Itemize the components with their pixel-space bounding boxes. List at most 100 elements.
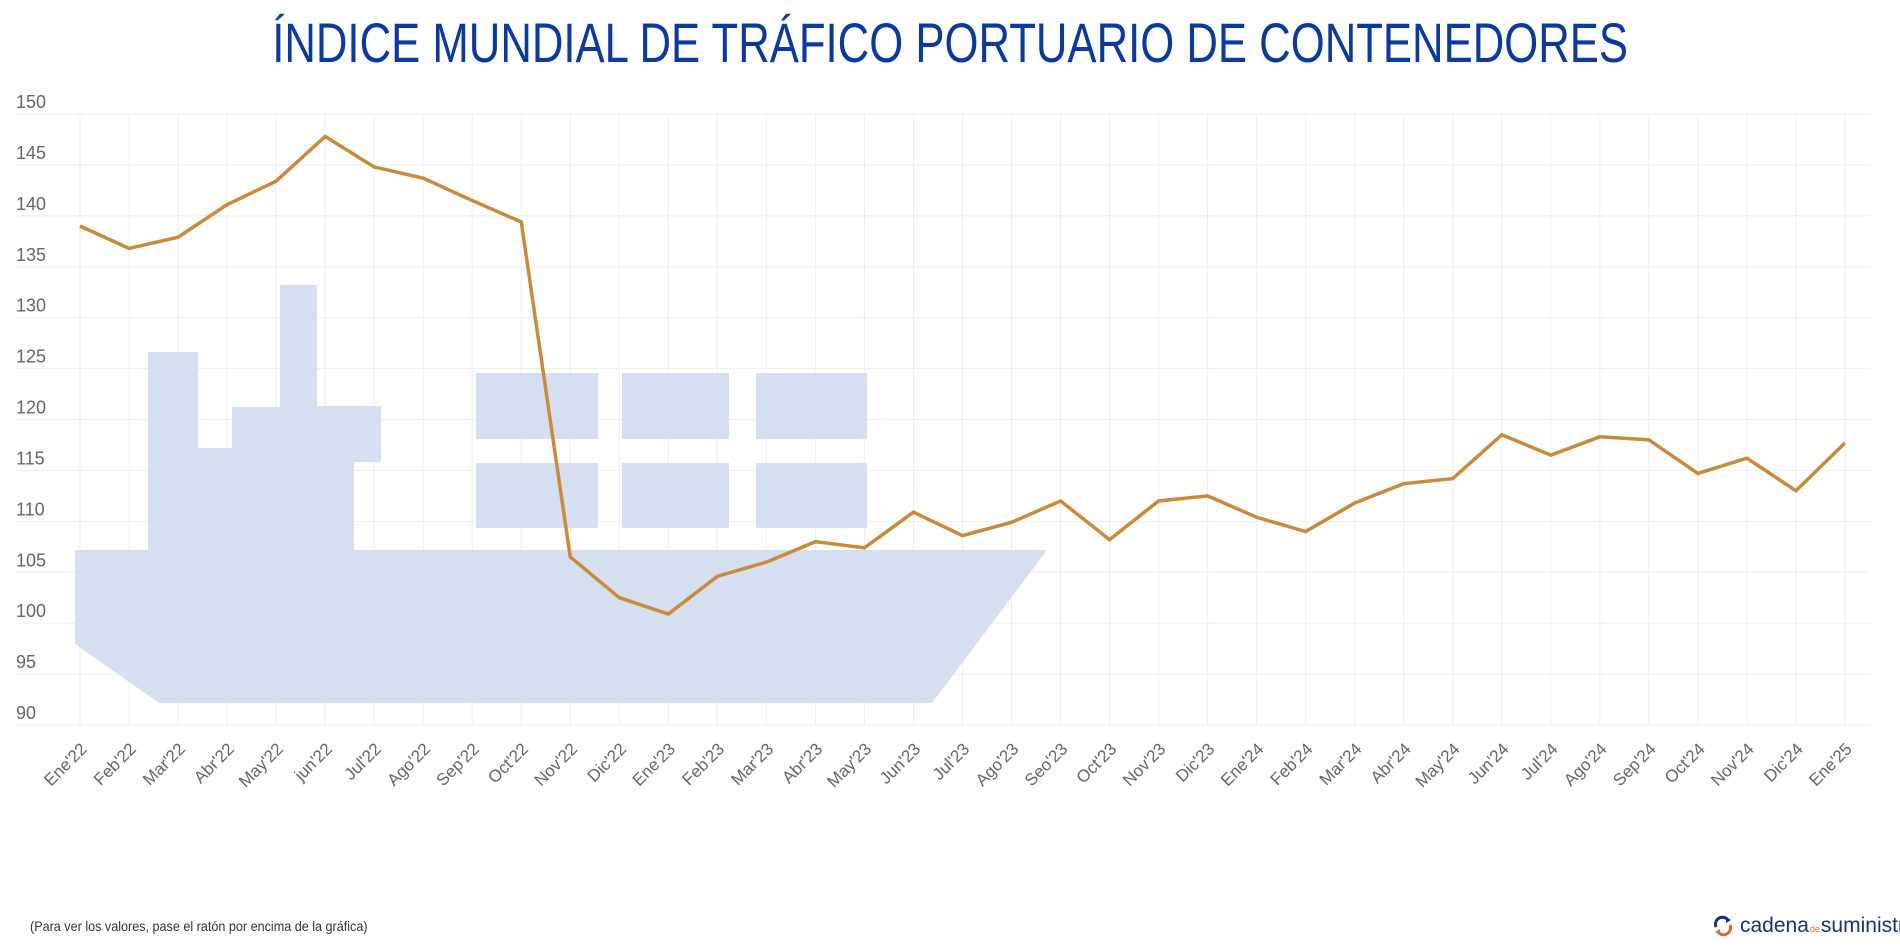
x-tick-label: Mar'24 — [1316, 739, 1366, 789]
container — [622, 463, 729, 528]
data-point[interactable]: Jul'23: 108.6 — [957, 530, 969, 542]
y-tick-label: 95 — [16, 652, 36, 672]
logo-text-1: cadena — [1740, 914, 1809, 937]
data-point[interactable]: Mar'24: 111.8 — [1349, 497, 1361, 509]
y-tick-label: 90 — [16, 703, 36, 723]
y-tick-label: 110 — [16, 499, 45, 519]
data-point[interactable]: Jul'22: 144.8 — [368, 161, 380, 173]
x-tick-label: Oct'24 — [1661, 739, 1709, 787]
data-point[interactable]: Nov'23: 112 — [1153, 495, 1165, 507]
container — [756, 463, 867, 528]
x-tick-label: Ene'25 — [1805, 739, 1855, 789]
data-point[interactable]: Abr'22: 141.1 — [221, 199, 233, 211]
data-point[interactable]: May'22: 143.4 — [270, 175, 282, 187]
data-point[interactable]: jun'22: 147.8 — [319, 130, 331, 142]
x-tick-label: Abr'24 — [1367, 739, 1415, 787]
logo[interactable]: cadenadesuministro — [1712, 914, 1900, 938]
container — [622, 373, 729, 439]
data-point[interactable]: Ene'24: 110.4 — [1251, 511, 1263, 523]
x-tick-label: Dic'23 — [1172, 739, 1218, 785]
x-tick-label: Seo'23 — [1021, 739, 1071, 789]
data-point[interactable]: Sep'24: 118 — [1643, 434, 1655, 446]
data-point[interactable]: Ago'22: 143.7 — [417, 172, 429, 184]
data-point[interactable]: Jun'23: 110.9 — [907, 506, 919, 518]
series-line[interactable] — [79, 134, 1847, 616]
data-point[interactable]: Feb'23: 104.6 — [711, 570, 723, 582]
data-point[interactable]: Dic'24: 113 — [1790, 485, 1802, 497]
data-point[interactable]: Seo'23: 112 — [1055, 495, 1067, 507]
data-point[interactable]: Mar'22: 137.9 — [172, 231, 184, 243]
data-point[interactable]: Ene'23: 100.9 — [662, 608, 674, 620]
x-tick-label: Jun'23 — [876, 739, 924, 787]
data-point[interactable]: Jun'24: 118.5 — [1496, 429, 1508, 441]
x-tick-label: May'23 — [823, 739, 875, 791]
data-point[interactable]: May'23: 107.4 — [858, 542, 870, 554]
logo-text-3: suministro — [1820, 914, 1900, 937]
data-point[interactable]: Ene'22: 139 — [74, 220, 86, 232]
x-tick-label: Feb'23 — [678, 739, 728, 789]
y-tick-label: 100 — [16, 601, 46, 621]
x-tick-label: Nov'23 — [1119, 739, 1169, 789]
x-tick-label: Jul'23 — [929, 739, 973, 783]
x-tick-label: Sep'24 — [1609, 739, 1659, 789]
data-point[interactable]: Nov'24: 116.2 — [1741, 452, 1753, 464]
x-tick-label: Sep'22 — [433, 739, 483, 789]
y-axis: 150 145 140 135 130 125 120 115 110 105 100 95 90 — [16, 92, 46, 723]
data-point[interactable]: Ago'23: 109.9 — [1006, 516, 1018, 528]
data-point[interactable]: Oct'23: 108.2 — [1104, 534, 1116, 546]
x-tick-label: May'24 — [1412, 739, 1464, 791]
container-ship-illustration — [75, 285, 1047, 703]
container — [476, 463, 598, 528]
x-tick-label: Dic'22 — [584, 739, 630, 785]
data-point[interactable]: Ago'24: 118.3 — [1594, 431, 1606, 443]
x-tick-label: Jul'22 — [341, 739, 385, 783]
data-point[interactable]: Feb'22: 136.8 — [123, 242, 135, 254]
data-point[interactable]: May'24: 114.2 — [1447, 473, 1459, 485]
x-tick-label: Mar'23 — [727, 739, 777, 789]
y-tick-label: 150 — [16, 92, 46, 112]
x-tick-label: Ago'24 — [1560, 739, 1610, 789]
data-point[interactable]: Mar'23: 106 — [760, 556, 772, 568]
y-tick-label: 130 — [16, 296, 46, 316]
y-tick-label: 120 — [16, 398, 46, 418]
x-tick-label: Abr'22 — [190, 739, 238, 787]
container — [756, 373, 867, 439]
container — [476, 373, 598, 439]
data-point[interactable]: Oct'24: 114.7 — [1692, 467, 1704, 479]
data-point[interactable]: Abr'24: 113.7 — [1398, 478, 1410, 490]
data-point[interactable]: Ene'25: 117.7 — [1839, 437, 1851, 449]
x-tick-label: Ago'23 — [972, 739, 1022, 789]
y-tick-label: 105 — [16, 550, 46, 570]
x-tick-label: Oct'22 — [484, 739, 532, 787]
x-tick-label: May'22 — [235, 739, 287, 791]
data-point[interactable]: Sep'22: 141.5 — [466, 195, 478, 207]
x-tick-label: Ene'24 — [1217, 739, 1267, 789]
x-tick-label: Feb'24 — [1267, 739, 1317, 789]
x-tick-label: Abr'23 — [778, 739, 826, 787]
data-point[interactable]: Nov'22: 106.5 — [564, 551, 576, 563]
logo-text-2: de — [1809, 924, 1820, 934]
x-tick-label: Ago'22 — [384, 739, 434, 789]
data-point[interactable]: Abr'23: 108 — [809, 536, 821, 548]
footer-note: (Para ver los valores, pase el ratón por… — [30, 918, 368, 934]
chart-title: ÍNDICE MUNDIAL DE TRÁFICO PORTUARIO DE C… — [0, 10, 1900, 75]
y-tick-label: 125 — [16, 347, 46, 367]
x-tick-label: Nov'22 — [531, 739, 581, 789]
x-tick-label: Ene'23 — [629, 739, 679, 789]
series[interactable]: Ene'22: 139 Feb'22: 136.8 Mar'22: 137.9 Abr… — [74, 130, 1851, 620]
y-tick-label: 135 — [16, 245, 46, 265]
ship-hull — [75, 285, 1047, 703]
y-tick-label: 145 — [16, 143, 46, 163]
data-point[interactable]: Feb'24: 109 — [1300, 526, 1312, 538]
data-point[interactable]: Oct'22: 139.4 — [515, 216, 527, 228]
x-tick-label: Jul'24 — [1517, 739, 1561, 783]
x-tick-label: Nov'24 — [1707, 739, 1757, 789]
cycle-arrows-icon — [1713, 915, 1733, 937]
data-point[interactable]: Jul'24: 116.5 — [1545, 449, 1557, 461]
data-point[interactable]: Dic'23: 112.5 — [1202, 490, 1214, 502]
data-point[interactable]: Dic'22: 102.5 — [613, 592, 625, 604]
chart-title-text: ÍNDICE MUNDIAL DE TRÁFICO PORTUARIO DE C… — [272, 11, 1628, 74]
x-tick-label: Oct'23 — [1073, 739, 1121, 787]
